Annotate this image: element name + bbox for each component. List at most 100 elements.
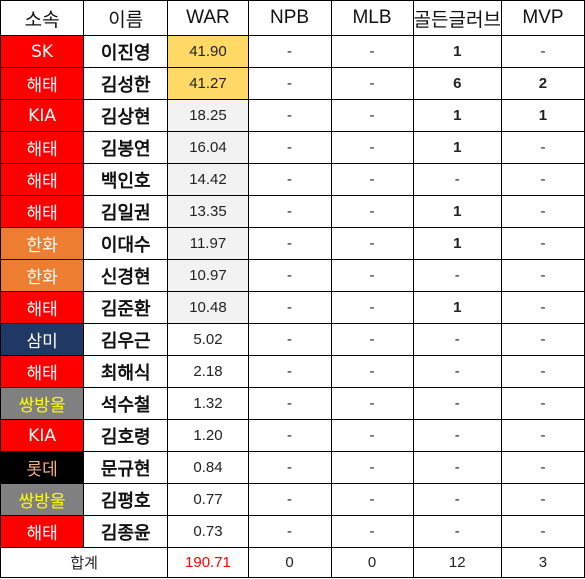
team-cell: 해태 bbox=[0, 67, 85, 100]
golden-glove-cell: 1 bbox=[412, 195, 502, 228]
npb-cell: - bbox=[247, 355, 332, 388]
war-cell: 41.90 bbox=[167, 35, 249, 68]
player-name-cell: 문규현 bbox=[83, 451, 169, 484]
total-mvp: 3 bbox=[500, 547, 585, 578]
npb-cell: - bbox=[247, 227, 332, 260]
player-name-cell: 이진영 bbox=[83, 35, 169, 68]
mvp-cell: - bbox=[500, 259, 585, 292]
header-npb: NPB bbox=[247, 0, 332, 36]
team-cell: 삼미 bbox=[0, 323, 85, 356]
header-row: 소속 이름 WAR NPB MLB 골든글러브 MVP bbox=[0, 0, 585, 36]
mvp-cell: - bbox=[500, 355, 585, 388]
table-row: 해태 김종윤 0.73- - - - bbox=[0, 515, 585, 548]
team-cell: 해태 bbox=[0, 355, 85, 388]
team-cell: KIA bbox=[0, 419, 85, 452]
header-war: WAR bbox=[167, 0, 249, 36]
war-cell: 14.42 bbox=[167, 163, 249, 196]
mlb-cell: - bbox=[330, 163, 414, 196]
npb-cell: - bbox=[247, 99, 332, 132]
team-cell: 해태 bbox=[0, 291, 85, 324]
war-cell: 1.32 bbox=[167, 387, 249, 420]
war-cell: 5.02 bbox=[167, 323, 249, 356]
table-row: 쌍방울 김평호 0.77- - - - bbox=[0, 483, 585, 516]
golden-glove-cell: - bbox=[412, 483, 502, 516]
npb-cell: - bbox=[247, 291, 332, 324]
mlb-cell: - bbox=[330, 419, 414, 452]
war-cell: 2.18 bbox=[167, 355, 249, 388]
total-mlb: 0 bbox=[330, 547, 414, 578]
player-name-cell: 백인호 bbox=[83, 163, 169, 196]
golden-glove-cell: - bbox=[412, 451, 502, 484]
table-row: SK 이진영 41.90- -1- bbox=[0, 35, 585, 68]
table-row: 해태 최해식 2.18- - - - bbox=[0, 355, 585, 388]
team-cell: 해태 bbox=[0, 515, 85, 548]
team-cell: 한화 bbox=[0, 227, 85, 260]
war-cell: 18.25 bbox=[167, 99, 249, 132]
mlb-cell: - bbox=[330, 451, 414, 484]
golden-glove-cell: 6 bbox=[412, 67, 502, 100]
mlb-cell: - bbox=[330, 195, 414, 228]
player-name-cell: 김호령 bbox=[83, 419, 169, 452]
npb-cell: - bbox=[247, 259, 332, 292]
mlb-cell: - bbox=[330, 291, 414, 324]
mlb-cell: - bbox=[330, 483, 414, 516]
mlb-cell: - bbox=[330, 67, 414, 100]
table-row: 한화 신경현 10.97- - - - bbox=[0, 259, 585, 292]
mlb-cell: - bbox=[330, 259, 414, 292]
golden-glove-cell: - bbox=[412, 355, 502, 388]
golden-glove-cell: - bbox=[412, 387, 502, 420]
war-cell: 0.84 bbox=[167, 451, 249, 484]
table-row: 롯데 문규현 0.84- - - - bbox=[0, 451, 585, 484]
total-row: 합계 190.71 0 0 12 3 bbox=[0, 547, 585, 578]
golden-glove-cell: - bbox=[412, 163, 502, 196]
npb-cell: - bbox=[247, 515, 332, 548]
mlb-cell: - bbox=[330, 35, 414, 68]
golden-glove-cell: - bbox=[412, 515, 502, 548]
npb-cell: - bbox=[247, 387, 332, 420]
npb-cell: - bbox=[247, 163, 332, 196]
table-row: 해태 김봉연 16.04- -1- bbox=[0, 131, 585, 164]
war-cell: 13.35 bbox=[167, 195, 249, 228]
header-mvp: MVP bbox=[500, 0, 585, 36]
mvp-cell: - bbox=[500, 227, 585, 260]
table-row: 쌍방울 석수철 1.32- - - - bbox=[0, 387, 585, 420]
total-npb: 0 bbox=[247, 547, 332, 578]
mlb-cell: - bbox=[330, 131, 414, 164]
player-name-cell: 김평호 bbox=[83, 483, 169, 516]
golden-glove-cell: 1 bbox=[412, 99, 502, 132]
mvp-cell: - bbox=[500, 515, 585, 548]
war-cell: 1.20 bbox=[167, 419, 249, 452]
mlb-cell: - bbox=[330, 387, 414, 420]
header-golden-glove: 골든글러브 bbox=[412, 0, 502, 36]
table-row: 삼미 김우근 5.02- - - - bbox=[0, 323, 585, 356]
table-row: 해태 김일권 13.35- -1- bbox=[0, 195, 585, 228]
team-cell: 해태 bbox=[0, 163, 85, 196]
player-name-cell: 신경현 bbox=[83, 259, 169, 292]
golden-glove-cell: - bbox=[412, 259, 502, 292]
table-row: 해태 백인호 14.42- - - - bbox=[0, 163, 585, 196]
team-cell: 한화 bbox=[0, 259, 85, 292]
mlb-cell: - bbox=[330, 99, 414, 132]
header-mlb: MLB bbox=[330, 0, 414, 36]
header-name: 이름 bbox=[83, 0, 169, 36]
npb-cell: - bbox=[247, 35, 332, 68]
table-row: KIA 김호령 1.20- - - - bbox=[0, 419, 585, 452]
total-war: 190.71 bbox=[167, 547, 249, 578]
npb-cell: - bbox=[247, 195, 332, 228]
npb-cell: - bbox=[247, 131, 332, 164]
player-name-cell: 이대수 bbox=[83, 227, 169, 260]
mvp-cell: - bbox=[500, 451, 585, 484]
team-cell: SK bbox=[0, 35, 85, 68]
mlb-cell: - bbox=[330, 515, 414, 548]
golden-glove-cell: 1 bbox=[412, 291, 502, 324]
war-cell: 16.04 bbox=[167, 131, 249, 164]
player-name-cell: 김상현 bbox=[83, 99, 169, 132]
team-cell: 쌍방울 bbox=[0, 483, 85, 516]
golden-glove-cell: 1 bbox=[412, 227, 502, 260]
golden-glove-cell: - bbox=[412, 419, 502, 452]
team-cell: 롯데 bbox=[0, 451, 85, 484]
mvp-cell: - bbox=[500, 35, 585, 68]
header-team: 소속 bbox=[0, 0, 85, 36]
team-cell: 해태 bbox=[0, 195, 85, 228]
